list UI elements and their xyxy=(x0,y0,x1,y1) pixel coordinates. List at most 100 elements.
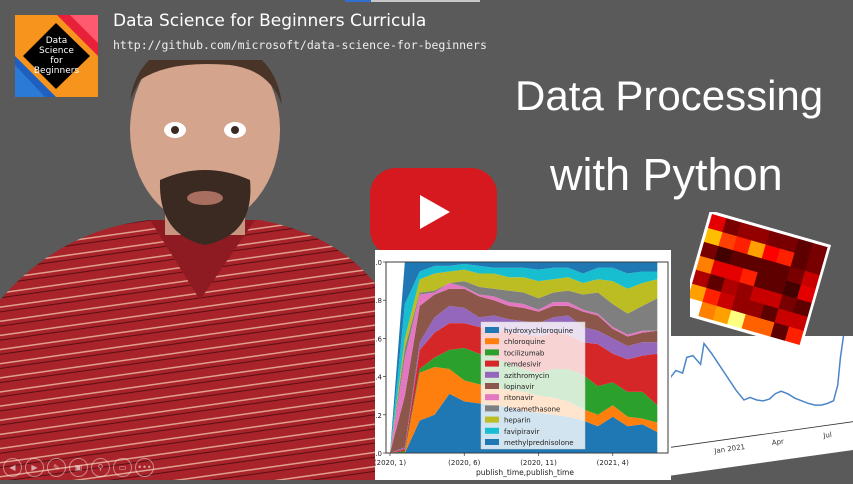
y-tick-label: 1.0 xyxy=(375,259,382,267)
heatmap-cell xyxy=(691,269,711,289)
heatmap-cell xyxy=(743,254,762,273)
legend-entry-ritonavir: ritonavir xyxy=(504,394,534,402)
heatmap-cell xyxy=(699,241,719,261)
heatmap-cell xyxy=(690,283,707,303)
course-url[interactable]: http://github.com/microsoft/data-science… xyxy=(113,38,487,52)
stacked-area-chart-panel: 0.0 0.2 0.4 0.6 0.8 1.0 (2020, 1) (2020, 6) (202… xyxy=(371,250,671,480)
heatmap-cell xyxy=(765,230,785,249)
x-tick-label: (2020, 11) xyxy=(520,459,557,467)
line-x-axis xyxy=(668,415,853,449)
heatmap-cell xyxy=(753,272,773,291)
next-slide-button[interactable]: ▶ xyxy=(25,458,44,477)
legend-entry-dexamethasone: dexamethasone xyxy=(504,405,560,413)
top-progress-bar xyxy=(345,0,480,2)
course-title: Data Science for Beginners Curricula xyxy=(113,11,427,31)
stacked-area-chart: 0.0 0.2 0.4 0.6 0.8 1.0 (2020, 1) (2020, 6) (202… xyxy=(371,259,669,477)
heatmap-cell xyxy=(749,286,769,305)
heatmap-cell xyxy=(774,308,794,327)
y-tick-label: 0.6 xyxy=(375,335,383,343)
heatmap-cell xyxy=(732,236,752,255)
legend-swatch xyxy=(485,327,499,333)
y-tick-label: 0.0 xyxy=(375,450,382,458)
heatmap-cell xyxy=(751,226,770,245)
heatmap-cell xyxy=(788,312,808,332)
presenter-photo xyxy=(0,60,380,480)
legend-entry-remdesivir: remdesivir xyxy=(504,361,541,369)
heatmap-cell xyxy=(695,255,715,275)
legend-entry-tocilizumab: tocilizumab xyxy=(504,349,545,357)
line-chart: Jan 2021 Apr Jul xyxy=(668,336,853,477)
zoom-button[interactable]: ⚲ xyxy=(91,458,110,477)
heatmap-cell xyxy=(790,252,810,272)
legend-swatch xyxy=(485,371,499,378)
previous-slide-button[interactable]: ◀ xyxy=(3,458,22,477)
area-favipiravir xyxy=(390,263,658,453)
heatmap-cell xyxy=(745,300,765,319)
heatmap-cell xyxy=(804,256,824,276)
line-xtick-jul: Jul xyxy=(822,431,833,440)
legend-entry-hydroxychloroquine: hydroxychloroquine xyxy=(504,327,573,335)
heatmap-cell xyxy=(747,240,766,259)
heatmap-cell xyxy=(727,310,746,329)
heatmap-cell xyxy=(796,284,816,304)
area-heparin xyxy=(390,269,658,453)
heatmap-cell xyxy=(778,294,798,314)
heatmap-cell xyxy=(707,214,727,233)
heatmap-cell xyxy=(794,238,814,258)
heatmap-cell xyxy=(718,232,738,251)
heatmap-cell xyxy=(712,305,732,325)
legend-swatch xyxy=(485,427,499,434)
legend-entry-azithromycin: azithromycin xyxy=(504,372,549,380)
heatmap-cell xyxy=(756,318,775,337)
heatmap-cell xyxy=(741,314,761,333)
legend-entry-favipiravir: favipiravir xyxy=(504,428,539,436)
logo-text: Data Science for Beginners xyxy=(33,36,80,76)
y-tick-label: 0.8 xyxy=(375,297,382,305)
heatmap-cell xyxy=(716,291,736,311)
heatmap-cell xyxy=(768,276,787,295)
legend-swatch xyxy=(485,405,499,412)
heatmap-cell xyxy=(706,273,726,293)
y-tick-label: 0.4 xyxy=(375,374,383,382)
all-slides-button[interactable]: ▣ xyxy=(69,458,88,477)
subtitles-button[interactable]: ▭ xyxy=(113,458,132,477)
legend-swatch xyxy=(485,439,499,445)
heatmap-cell xyxy=(757,258,777,277)
heatmap-cell xyxy=(808,242,828,262)
more-options-button[interactable]: ••• xyxy=(135,458,154,477)
heatmap-cell xyxy=(780,234,799,254)
heatmap-cell xyxy=(786,266,806,286)
legend-swatch xyxy=(485,349,499,356)
heatmap-cell xyxy=(770,322,790,341)
heatmap-cell xyxy=(722,218,742,237)
heatmap-cell xyxy=(792,298,812,318)
heatmap-cell xyxy=(739,268,758,287)
heatmap-cell xyxy=(698,301,718,321)
legend-entry-methylprednisolone: methylprednisolone xyxy=(504,439,574,447)
legend-entry-lopinavir: lopinavir xyxy=(504,383,534,391)
line-series xyxy=(668,336,845,424)
youtube-play-button[interactable] xyxy=(370,168,497,256)
heatmap-cell xyxy=(735,282,754,301)
heatmap-cell xyxy=(714,246,734,265)
play-icon xyxy=(420,195,450,229)
x-tick-label: (2020, 6) xyxy=(448,459,480,467)
heatmap-cell xyxy=(764,290,783,309)
legend-swatch xyxy=(485,383,499,389)
heatmap-cell xyxy=(690,297,703,317)
legend-swatch xyxy=(485,360,499,367)
heatmap-cell xyxy=(784,326,804,346)
headline-line-1: Data Processing xyxy=(515,72,824,119)
legend-swatch xyxy=(485,394,499,401)
area-tocilizumab xyxy=(390,347,658,453)
heatmap-cell xyxy=(761,244,781,263)
pen-button[interactable]: ✎ xyxy=(47,458,66,477)
legend-entry-chloroquine: chloroquine xyxy=(504,338,545,346)
legend-swatch xyxy=(485,416,499,423)
heatmap-cell xyxy=(776,248,795,268)
x-tick-label: (2020, 1) xyxy=(375,459,406,467)
legend-entry-heparin: heparin xyxy=(504,417,531,425)
data-science-for-beginners-logo: Data Science for Beginners xyxy=(15,15,98,97)
heatmap-cell xyxy=(710,259,730,279)
x-tick-label: (2021, 4) xyxy=(597,459,629,467)
